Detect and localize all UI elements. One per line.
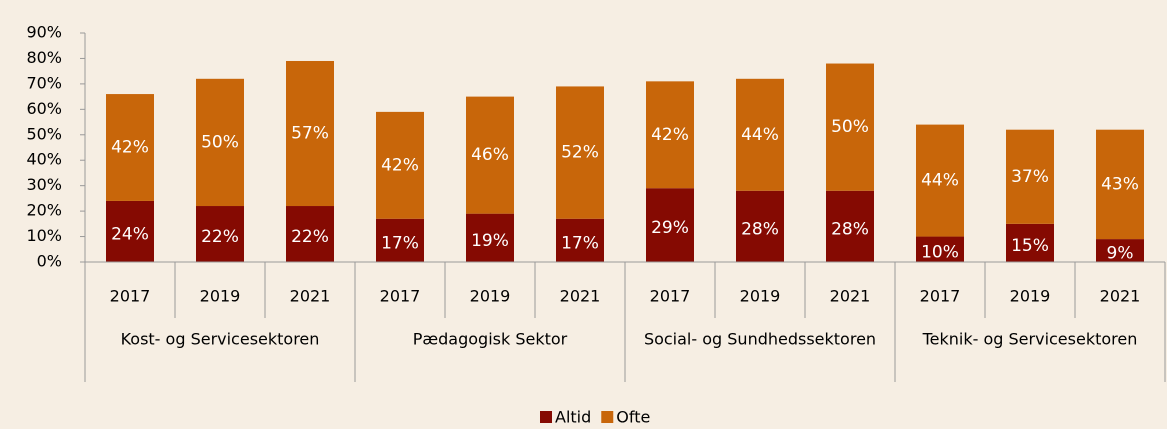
y-tick-label: 10% [26,226,62,245]
bar-segment [196,206,244,262]
data-label: 15% [1011,236,1049,256]
data-label: 42% [381,155,419,175]
bar-segment [826,63,874,191]
bar-segment [286,206,334,262]
bar-segment [916,236,964,262]
x-tick-label: 2017 [920,287,961,306]
x-tick-label: 2021 [1100,287,1141,306]
data-label: 10% [921,242,959,262]
x-tick-label: 2021 [290,287,331,306]
data-label: 42% [111,138,149,158]
bar-segment [466,96,514,214]
data-label: 22% [291,227,329,247]
group-label: Social- og Sundhedssektoren [644,330,876,349]
data-label: 29% [651,218,689,238]
bar-segment [1096,239,1144,262]
data-label: 42% [651,125,689,145]
x-tick-label: 2017 [380,287,421,306]
y-tick-label: 80% [26,48,62,67]
bar-segment [826,190,874,262]
data-label: 17% [561,233,599,253]
x-tick-label: 2019 [1010,287,1051,306]
x-tick-label: 2017 [110,287,151,306]
data-label: 52% [561,143,599,163]
data-label: 17% [381,233,419,253]
legend-label: Ofte [616,408,650,427]
y-tick-label: 70% [26,73,62,92]
x-tick-label: 2019 [470,287,511,306]
y-tick-label: 40% [26,150,62,169]
data-label: 50% [201,132,239,152]
bar-segment [556,86,604,219]
bar-segment [466,213,514,262]
data-label: 43% [1101,174,1139,194]
bar-segment [286,60,334,207]
bar-segment [196,78,244,207]
data-label: 57% [291,124,329,144]
group-label: Pædagogisk Sektor [413,330,568,349]
x-tick-label: 2017 [650,287,691,306]
y-tick-label: 30% [26,175,62,194]
group-label: Teknik- og Servicesektoren [922,330,1138,349]
data-label: 19% [471,231,509,251]
data-label: 24% [111,224,149,244]
x-tick-label: 2019 [200,287,241,306]
y-tick-label: 0% [37,252,62,271]
bar-segment [1096,129,1144,240]
data-label: 50% [831,117,869,137]
bar-segment [916,124,964,237]
x-tick-label: 2019 [740,287,781,306]
bar-segment [1006,129,1054,224]
x-tick-label: 2021 [830,287,871,306]
data-label: 28% [831,219,869,239]
data-label: 37% [1011,167,1049,187]
data-label: 44% [741,125,779,145]
bar-segment [646,188,694,262]
data-label: 9% [1107,244,1134,264]
bar-segment [376,218,424,262]
x-tick-label: 2021 [560,287,601,306]
bar-segment [736,78,784,191]
bar-segment [556,218,604,262]
group-label: Kost- og Servicesektoren [121,330,320,349]
data-label: 28% [741,219,779,239]
data-label: 44% [921,171,959,191]
bar-segment [736,190,784,262]
bar-segment [106,200,154,262]
bar-segment [646,81,694,189]
y-tick-label: 60% [26,99,62,118]
data-label: 22% [201,227,239,247]
y-tick-label: 20% [26,201,62,220]
legend-swatch [540,411,552,423]
bar-segment [376,111,424,219]
bar-segment [1006,223,1054,262]
bar-segment [106,94,154,201]
legend-swatch [601,411,614,423]
y-tick-label: 50% [26,124,62,143]
y-tick-label: 90% [26,23,62,42]
data-label: 46% [471,145,509,165]
legend-label: Altid [555,408,591,427]
